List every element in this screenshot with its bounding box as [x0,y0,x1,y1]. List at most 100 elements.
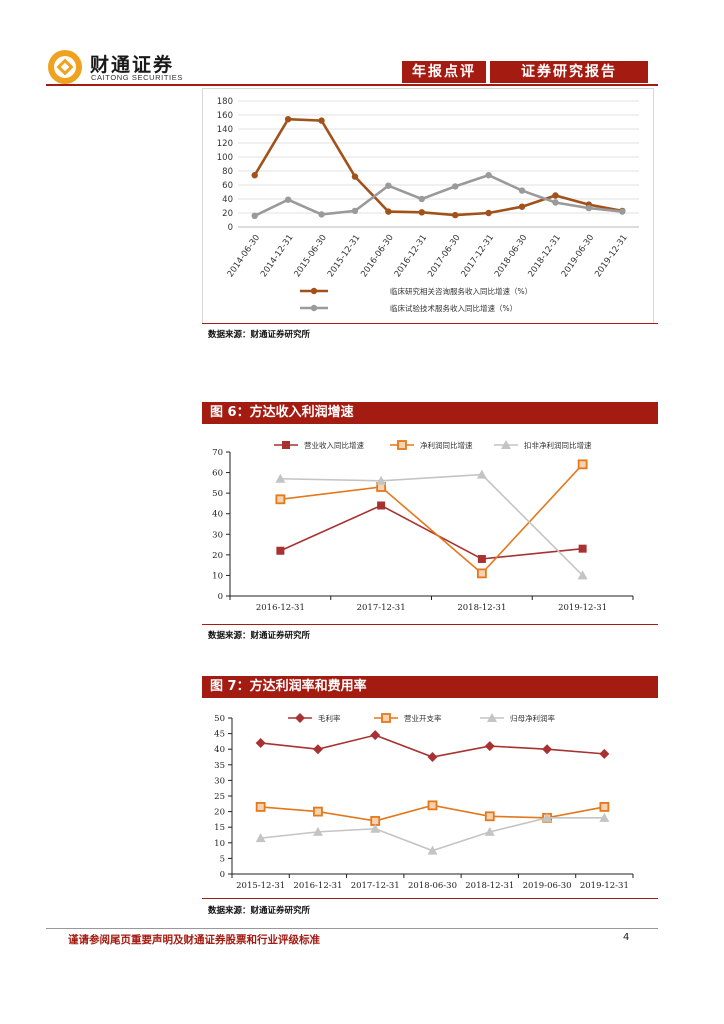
chart1-ytick-label: 140 [217,125,233,135]
chart1-ytick-label: 20 [222,209,233,219]
chart2-bottom-rule [202,624,658,625]
chart2-legend-label: 净利润同比增速 [420,440,473,450]
chart3-point [484,741,495,752]
chart3-ytick-label: 30 [214,776,225,786]
chart3-legend-label: 毛利率 [318,713,341,723]
chart1-point [452,211,459,219]
chart1-point [485,172,492,179]
chart2-point [476,469,487,479]
chart1-point [385,208,392,215]
chart2-ytick-label: 60 [212,469,223,479]
chart3-point [370,730,381,741]
chart1-ytick-label: 40 [222,195,233,205]
chart2-point [376,475,387,485]
chart3-source: 数据来源：财通证券研究所 [208,906,311,916]
chart2-series-line-2 [280,463,584,575]
chart3-point [427,845,438,855]
chart2-point [577,570,588,580]
chart3-point [599,802,610,812]
chart3-point [484,826,495,836]
chart3-xtick-label: 2018-12-31 [465,881,514,891]
chart2-point [275,494,286,505]
chart3-legend-label: 营业开支率 [404,713,442,723]
chart3-point [255,737,266,748]
chart2-series-line-3 [280,473,584,576]
chart1-point [284,116,292,123]
chart1-bottom-rule [202,323,658,324]
chart3-xtick-label: 2019-12-31 [580,881,629,891]
chart1-legend-label: 临床试验技术服务收入同比增速（%） [390,303,517,313]
brand-logo-icon [48,50,82,84]
chart1-point [351,207,359,215]
chart3-ytick-label: 45 [214,730,225,740]
chart1-ytick-label: 180 [217,97,233,107]
chart1-ytick-label: 80 [222,167,233,177]
chart1-ytick-label: 60 [222,181,233,191]
chart3-xtick-label: 2017-12-31 [351,881,400,891]
chart3-legend-marker [295,713,305,723]
chart1-xtick-label: 2016-12-31 [393,233,430,279]
chart1-point [251,212,258,219]
chart2-legend-label: 营业收入同比增速 [304,440,364,450]
chart1-xtick-label: 2019-06-30 [560,233,597,279]
chart2-xtick-label: 2016-12-31 [256,603,305,613]
chart2-point [477,554,486,563]
chart3-point [484,811,495,822]
chart3-ytick-label: 5 [220,854,225,864]
chart1-svg: 0 20 40 60 80 100 120 140 160 180 2014-06-302014-1… [217,97,639,313]
chart1-series-line-1 [253,117,623,217]
chart1-point [619,208,626,215]
chart1-point [518,187,526,194]
report-type-tag: 年报点评 [402,61,486,83]
chart1-ytick-label: 120 [217,139,233,149]
chart2-point [377,501,386,510]
chart3-title-bar: 图 7：方达利润率和费用率 [202,676,658,698]
chart2-point [276,546,285,555]
chart3-point [312,826,323,836]
report-category-tag: 证券研究报告 [490,61,648,83]
chart1-xtick-label: 2019-12-31 [593,233,630,279]
chart3-ytick-label: 20 [214,808,225,818]
chart2-xtick-label: 2018-12-31 [457,603,506,613]
chart1-xtick-label: 2014-06-30 [226,233,263,279]
chart2-ytick-label: 30 [212,530,223,540]
chart3-ytick-label: 35 [214,761,225,771]
chart1-point [485,209,492,217]
chart2-svg: 0 10 20 30 40 50 60 70 2016-12-31 2017-12-31 2018-… [212,440,634,613]
chart2-xtick-label: 2017-12-31 [357,603,406,613]
chart2-ytick-label: 10 [212,571,223,581]
chart1-ytick-label: 160 [217,111,233,121]
chart3-ytick-label: 0 [220,870,225,880]
chart3-ytick-label: 50 [214,714,225,724]
chart3-legend-marker [381,713,391,723]
chart3-ytick-label: 15 [214,823,225,833]
chart3-point [427,752,438,762]
chart1-point [284,196,292,203]
chart2-ytick-label: 50 [212,489,223,499]
chart2-legend-marker [397,440,407,450]
chart3-point [313,806,323,817]
chart3-point [427,800,438,811]
chart2-point [577,459,588,470]
chart2-legend-label: 扣非净利润同比增速 [524,440,592,450]
chart1-xtick-label: 2014-12-31 [259,233,296,279]
chart1-series-line-2 [254,173,623,217]
chart2-series-line-1 [280,504,583,560]
chart3-xtick-label: 2015-12-31 [236,881,285,891]
chart1-point [552,192,559,199]
chart1-point [251,172,258,179]
chart3-legend-marker [487,713,497,722]
header-rule [46,84,658,86]
chart3-point [370,816,381,826]
chart2-ytick-label: 40 [212,510,223,520]
chart1-legend-marker [310,304,318,312]
chart3-point [542,744,553,755]
chart2-title-bar: 图 6：方达收入利润增速 [202,402,658,424]
chart3-point [599,748,610,759]
chart1-point [418,209,425,216]
chart3-xtick-label: 2019-06-30 [523,881,572,891]
chart3-point [312,744,323,755]
chart1-point [318,211,325,218]
footer-rule [46,928,658,929]
chart1-ytick-label: 100 [217,153,233,163]
